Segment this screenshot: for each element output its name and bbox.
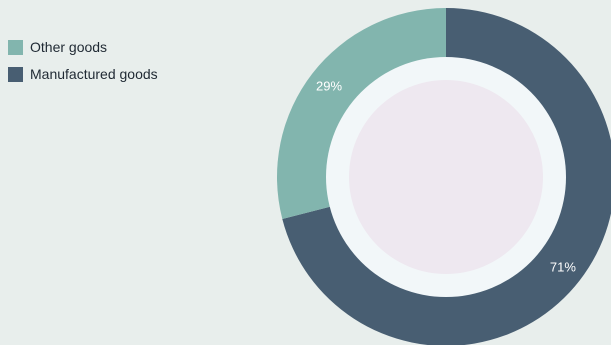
donut-center [349,80,543,274]
legend-item-other-goods: Other goods [8,38,158,56]
slice-label-other-goods: 29% [316,78,342,93]
legend-label-other-goods: Other goods [30,39,108,55]
legend-swatch-manufactured-goods [8,66,23,82]
legend-item-manufactured-goods: Manufactured goods [8,65,158,83]
slice-label-manufactured-goods: 71% [550,260,576,275]
legend-label-manufactured-goods: Manufactured goods [30,66,158,82]
slice-labels: 71% 29% [316,78,576,274]
chart-legend: Other goods Manufactured goods [8,38,158,92]
legend-swatch-other-goods [8,39,23,55]
